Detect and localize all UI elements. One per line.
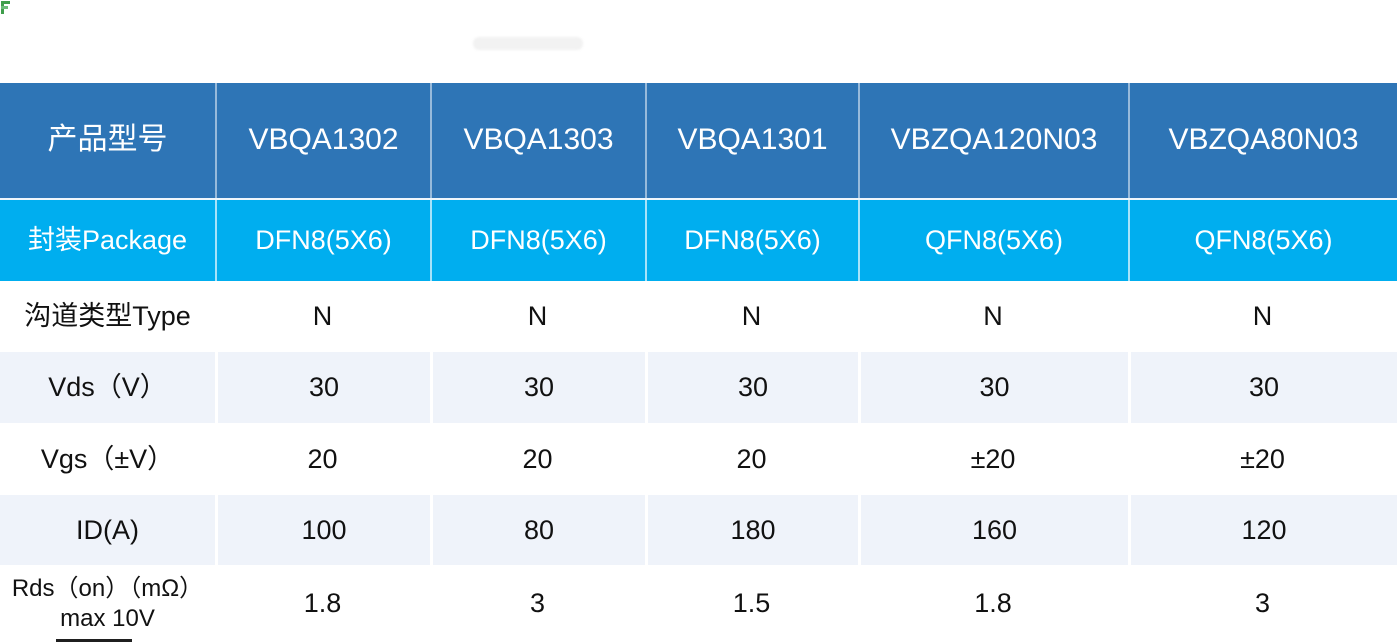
header-label-cell: 产品型号	[47, 123, 168, 157]
table-cell: 80	[430, 495, 645, 565]
table-cell: 20	[307, 443, 338, 474]
table-cell: 160	[858, 495, 1128, 565]
table-cell: DFN8(5X6)	[215, 200, 430, 281]
table-cell: 20	[522, 443, 553, 474]
product-spec-table: 产品型号 VBQA1302 VBQA1303 VBQA1301 VBZQA120…	[0, 83, 1397, 642]
header-product-cell: VBQA1303	[430, 83, 645, 198]
table-cell: 1.5	[732, 588, 771, 619]
faint-watermark	[473, 37, 583, 50]
table-cell: N	[312, 301, 333, 332]
table-cell: QFN8(5X6)	[858, 200, 1128, 281]
green-corner-icon-bar	[1, 6, 8, 9]
green-corner-icon	[1, 1, 11, 14]
table-cell: 30	[215, 352, 430, 423]
green-corner-icon-bar	[1, 1, 10, 4]
row-label: Vds（V）	[0, 352, 215, 423]
table-cell: DFN8(5X6)	[645, 200, 858, 281]
table-cell: 3	[529, 588, 546, 619]
cutoff-dark-strip	[56, 639, 132, 642]
table-cell: 30	[645, 352, 858, 423]
table-row-channel-type: 沟道类型Type N N N N N	[0, 281, 1397, 352]
header-product-cell: VBQA1302	[215, 83, 430, 198]
table-row-vgs: Vgs（±V） 20 20 20 ±20 ±20	[0, 423, 1397, 495]
row-label: Vgs（±V）	[40, 443, 175, 474]
table-cell: QFN8(5X6)	[1128, 200, 1397, 281]
row-label: Rds（on）（mΩ）max 10V	[11, 575, 204, 632]
table-cell: N	[1252, 301, 1273, 332]
table-cell: 100	[215, 495, 430, 565]
row-label: 沟道类型Type	[24, 301, 191, 332]
table-row-rds-on: Rds（on）（mΩ）max 10V 1.8 3 1.5 1.8 3	[0, 565, 1397, 642]
row-label: 封装Package	[27, 225, 188, 256]
table-cell: 1.8	[303, 588, 342, 619]
table-row-package: 封装Package DFN8(5X6) DFN8(5X6) DFN8(5X6) …	[0, 198, 1397, 281]
header-product-cell: VBZQA120N03	[858, 83, 1128, 198]
table-cell: N	[983, 301, 1003, 332]
table-cell: 3	[1254, 588, 1271, 619]
table-row-id: ID(A) 100 80 180 160 120	[0, 495, 1397, 565]
table-cell: DFN8(5X6)	[430, 200, 645, 281]
table-cell: ±20	[970, 443, 1016, 474]
table-cell: N	[741, 301, 762, 332]
table-cell: 120	[1128, 495, 1397, 565]
header-product-cell: VBZQA80N03	[1128, 83, 1397, 198]
table-cell: N	[527, 301, 548, 332]
table-cell: ±20	[1240, 443, 1285, 474]
table-cell: 30	[858, 352, 1128, 423]
table-header-row: 产品型号 VBQA1302 VBQA1303 VBQA1301 VBZQA120…	[0, 83, 1397, 198]
row-label: ID(A)	[0, 495, 215, 565]
table-cell: 180	[645, 495, 858, 565]
table-cell: 30	[1128, 352, 1397, 423]
table-cell: 30	[430, 352, 645, 423]
header-product-cell: VBQA1301	[645, 83, 858, 198]
table-cell: 1.8	[974, 588, 1012, 619]
table-row-vds: Vds（V） 30 30 30 30 30	[0, 352, 1397, 423]
table-cell: 20	[736, 443, 767, 474]
